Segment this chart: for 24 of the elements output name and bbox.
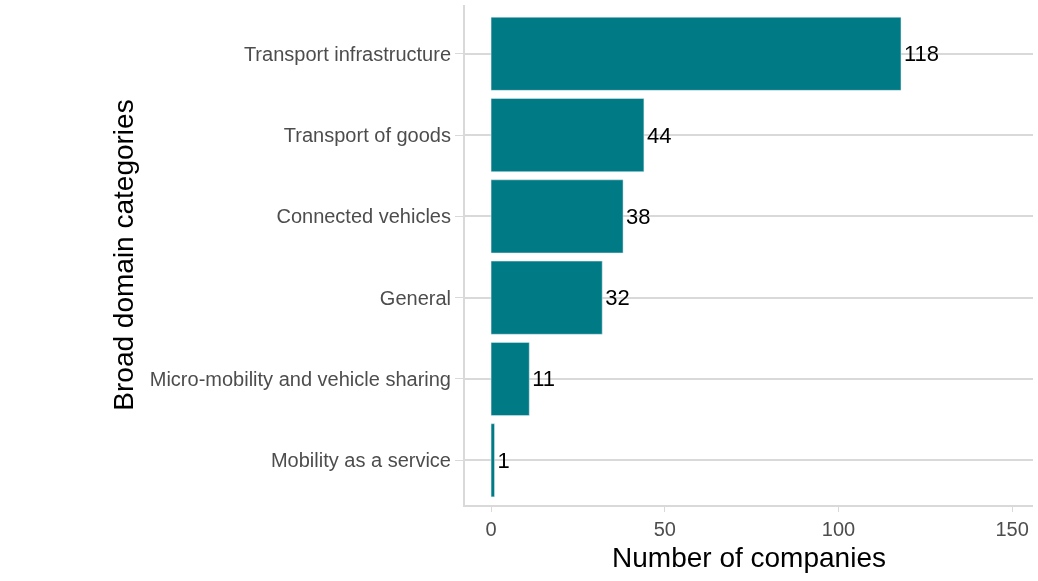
- bar: [490, 179, 624, 254]
- x-tick-label: 100: [821, 518, 856, 540]
- bar: [490, 342, 530, 416]
- y-tick-label: Connected vehicles: [276, 205, 451, 228]
- bar: [490, 423, 495, 498]
- data-label: 1: [497, 447, 510, 473]
- y-tick-label: Transport of goods: [283, 124, 451, 147]
- data-label: 44: [646, 122, 672, 148]
- data-label: 118: [903, 41, 940, 67]
- x-tick-label: 150: [995, 518, 1029, 540]
- bar: [490, 260, 603, 335]
- data-label: 11: [532, 366, 556, 392]
- y-tick-label: Transport infrastructure: [243, 42, 451, 65]
- y-tick-label: General: [379, 286, 451, 309]
- x-tick-label: 0: [485, 518, 497, 540]
- x-tick-label: 50: [653, 518, 676, 540]
- bar: [490, 98, 645, 172]
- x-axis-title: Number of companies: [612, 541, 886, 573]
- data-label: 38: [626, 203, 651, 229]
- y-axis-title: Broad domain categories: [107, 99, 139, 411]
- bar: [490, 16, 902, 91]
- y-tick-label: Micro-mobility and vehicle sharing: [149, 367, 451, 390]
- data-label: 32: [605, 285, 630, 311]
- y-tick-label: Mobility as a service: [270, 449, 451, 472]
